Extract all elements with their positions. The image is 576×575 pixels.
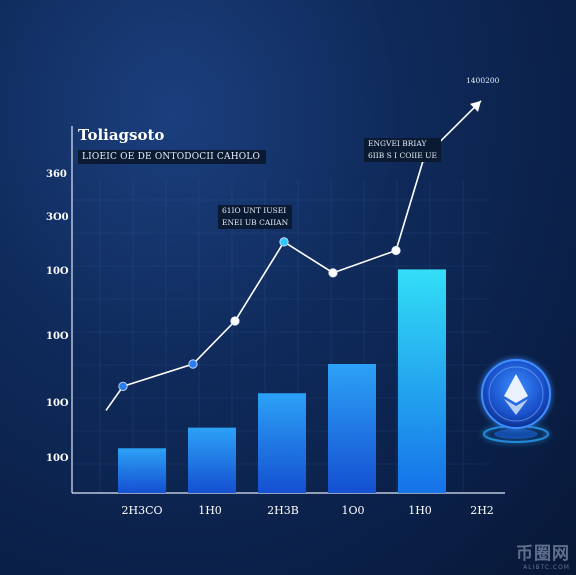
x-tick-label-1: 2H3CO xyxy=(121,504,162,517)
bar-4 xyxy=(328,364,376,493)
watermark-main: 币圈网 xyxy=(516,544,570,564)
line-point-4 xyxy=(279,237,289,247)
x-tick-label-6: 2H2 xyxy=(470,504,494,517)
annotation-2-line-1: ENGVEI BRIAY xyxy=(364,138,441,150)
bar-2 xyxy=(188,427,236,493)
watermark: 币圈网 ALIBTC.COM xyxy=(516,539,570,571)
bar-1 xyxy=(118,448,166,493)
y-tick-label-6: 360 xyxy=(46,169,67,180)
line-point-6 xyxy=(391,245,401,256)
x-tick-label-5: 1H0 xyxy=(408,504,432,517)
x-tick-label-4: 1O0 xyxy=(341,504,364,517)
y-tick-label-4: 10O xyxy=(46,266,69,277)
x-tick-label-3: 2H3B xyxy=(267,504,299,517)
annotation-3: 1400200 xyxy=(466,75,499,87)
y-tick-label-3: 10O xyxy=(46,331,69,342)
y-tick-label-2: 10O xyxy=(46,398,69,409)
y-tick-label-5: 3O0 xyxy=(46,212,69,223)
chart-subtitle: LIOEIC OE DE ONTODOCII CAHOLO xyxy=(78,150,267,164)
chart-title-block: Toliagsoto LIOEIC OE DE ONTODOCII CAHOLO xyxy=(78,126,267,164)
annotation-2-line-2: 6IIB S I COIIE UE xyxy=(364,150,441,162)
line-point-3 xyxy=(230,316,240,326)
x-tick-label-2: 1H0 xyxy=(198,504,222,517)
bar-5 xyxy=(398,269,446,493)
line-point-1 xyxy=(118,381,128,391)
line-point-2 xyxy=(188,359,198,369)
chart-grid xyxy=(72,180,490,493)
watermark-sub: ALIBTC.COM xyxy=(523,564,570,571)
bar-series xyxy=(118,269,446,493)
annotation-1-line-2: ENEI UB CAIIAN xyxy=(218,217,293,229)
bar-3 xyxy=(258,393,306,493)
chart-title: Toliagsoto xyxy=(78,126,165,144)
y-axis-tick-labels: 10O 10O 10O 10O 3O0 360 xyxy=(46,169,69,464)
line-point-5 xyxy=(328,268,338,278)
annotation-2: ENGVEI BRIAY 6IIB S I COIIE UE xyxy=(364,138,441,162)
ethereum-coin-icon xyxy=(481,359,551,443)
y-tick-label-1: 10O xyxy=(46,453,69,464)
annotation-3-label: 1400200 xyxy=(466,76,500,85)
annotation-1: 61IO UNT IUSEI ENEI UB CAIIAN xyxy=(218,205,293,229)
x-axis-tick-labels: 2H3CO 1H0 2H3B 1O0 1H0 2H2 xyxy=(121,504,493,517)
trend-arrow-head xyxy=(470,100,481,112)
annotation-1-line-1: 61IO UNT IUSEI xyxy=(218,205,293,217)
